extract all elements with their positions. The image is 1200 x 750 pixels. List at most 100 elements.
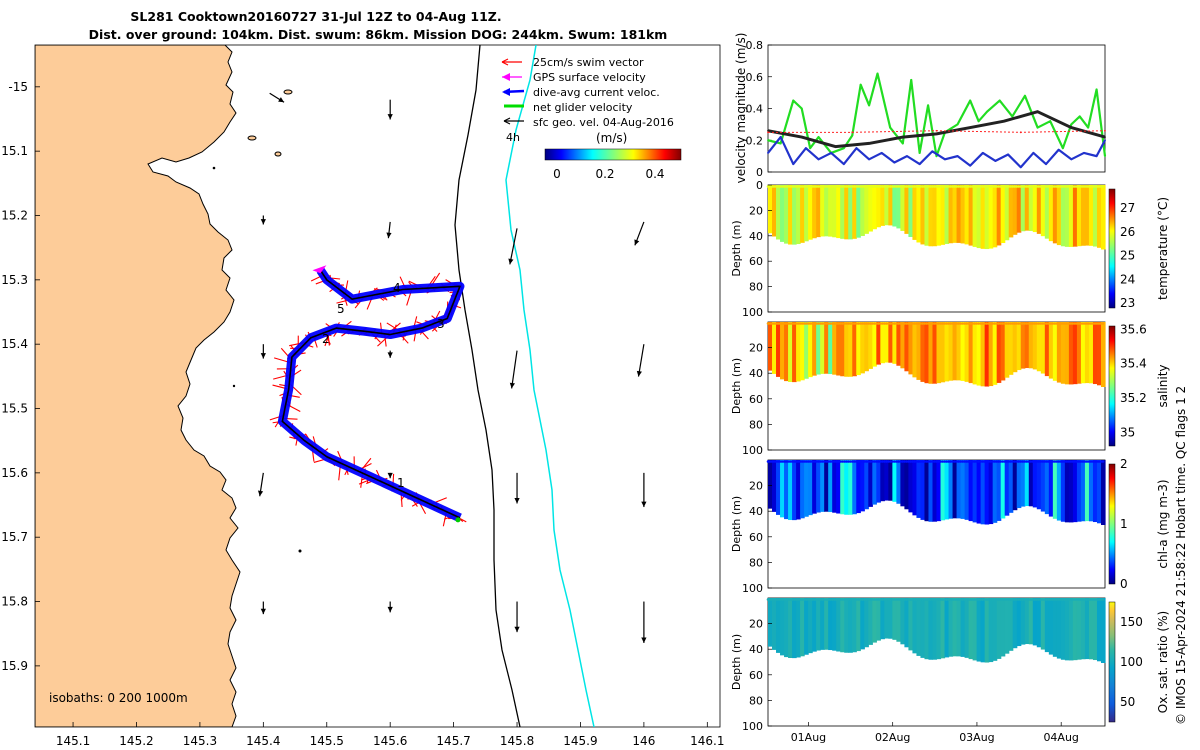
section-dot xyxy=(834,185,838,188)
section-cell xyxy=(840,322,845,377)
section-dot xyxy=(951,460,954,463)
section-dot xyxy=(947,460,950,463)
section-dot xyxy=(1063,185,1067,188)
section-dot xyxy=(1015,322,1019,325)
section-cell xyxy=(976,322,982,386)
section-dot xyxy=(873,598,876,601)
section-dot xyxy=(967,460,970,463)
section-dot xyxy=(776,322,780,325)
section-cell xyxy=(1008,322,1014,375)
section-cell xyxy=(916,598,922,656)
section-dot xyxy=(858,185,862,188)
section-cell xyxy=(848,460,853,515)
section-cell xyxy=(1000,322,1006,381)
section-dot xyxy=(901,322,904,325)
section-dot xyxy=(808,598,812,601)
section-dot xyxy=(983,460,986,463)
section-cell xyxy=(864,185,869,234)
section-dot xyxy=(790,460,794,463)
section-dot xyxy=(784,185,788,188)
section-dot xyxy=(1073,185,1077,188)
section-cell xyxy=(1044,598,1050,653)
section-dot xyxy=(947,598,950,601)
waypoint-label-3: 3 xyxy=(437,317,445,331)
geo-vector-head xyxy=(641,637,647,643)
section-dot xyxy=(869,460,872,463)
section-cell xyxy=(856,460,861,514)
island xyxy=(283,89,293,95)
geo-vector-head xyxy=(260,353,266,359)
section-cell xyxy=(996,185,1002,246)
colorbar-tick: 50 xyxy=(1120,695,1135,709)
section-dot xyxy=(921,460,924,463)
section-dot xyxy=(907,598,910,601)
section-dot xyxy=(824,598,828,601)
section-cell xyxy=(868,322,873,369)
section-dot xyxy=(830,185,834,188)
section-dot xyxy=(1007,185,1011,188)
section-dot xyxy=(1047,185,1051,188)
section-dot xyxy=(846,460,850,463)
section-dot xyxy=(806,598,810,601)
section-y-tick: 40 xyxy=(749,643,763,656)
section-cell xyxy=(960,598,966,657)
section-dot xyxy=(846,185,850,188)
section-cell xyxy=(1084,322,1090,384)
section-dot xyxy=(788,322,792,325)
svg-text:25cm/s swim vector: 25cm/s swim vector xyxy=(533,56,644,69)
section-dot xyxy=(951,322,954,325)
section-dot xyxy=(866,185,870,188)
section-cell xyxy=(968,460,974,522)
section-dot xyxy=(1015,460,1019,463)
section-dot xyxy=(983,185,986,188)
section-cell xyxy=(944,322,950,382)
section-cell xyxy=(792,460,797,521)
section-dot xyxy=(1033,598,1037,601)
section-dot xyxy=(804,598,808,601)
section-dot xyxy=(909,598,912,601)
section-cell xyxy=(852,598,857,653)
section-dot xyxy=(1059,322,1063,325)
colorbar-tick: 35 xyxy=(1120,425,1135,439)
section-dot xyxy=(778,322,782,325)
section-dot xyxy=(995,598,998,601)
section-dot xyxy=(1023,460,1027,463)
section-dot xyxy=(1083,322,1087,325)
section-dot xyxy=(1049,322,1053,325)
section-dot xyxy=(780,322,784,325)
section-dot xyxy=(1039,598,1043,601)
section-cell xyxy=(860,185,865,236)
section-dot xyxy=(1099,598,1103,601)
velocity-point xyxy=(1019,166,1022,169)
section-dot xyxy=(836,322,840,325)
section-cell xyxy=(952,598,958,657)
section-dot xyxy=(834,322,838,325)
section-cell xyxy=(856,598,861,652)
map-x-tick-label: 145.9 xyxy=(563,734,597,748)
section-cell xyxy=(956,598,962,657)
section-dot xyxy=(871,185,874,188)
legend-scale-4h: 4h xyxy=(506,131,520,144)
section-cell xyxy=(1020,460,1026,507)
section-dot xyxy=(881,322,884,325)
section-cell xyxy=(892,185,897,227)
section-dot xyxy=(1085,322,1089,325)
section-dot xyxy=(860,322,864,325)
section-cell xyxy=(816,598,821,651)
section-dot xyxy=(1067,460,1071,463)
section-cell xyxy=(1024,598,1030,645)
section-dot xyxy=(1081,598,1085,601)
section-dot xyxy=(1017,322,1021,325)
section-dot xyxy=(1097,460,1101,463)
section-cell xyxy=(1080,185,1086,246)
section-dot xyxy=(899,598,902,601)
section-dot xyxy=(917,185,920,188)
section-dot xyxy=(1039,460,1043,463)
section-dot xyxy=(800,460,804,463)
section-dot xyxy=(824,185,828,188)
velocity-point xyxy=(935,129,938,132)
section-dot xyxy=(927,322,930,325)
section-cell xyxy=(876,185,881,228)
section-dot xyxy=(822,460,826,463)
section-dot xyxy=(1005,185,1009,188)
